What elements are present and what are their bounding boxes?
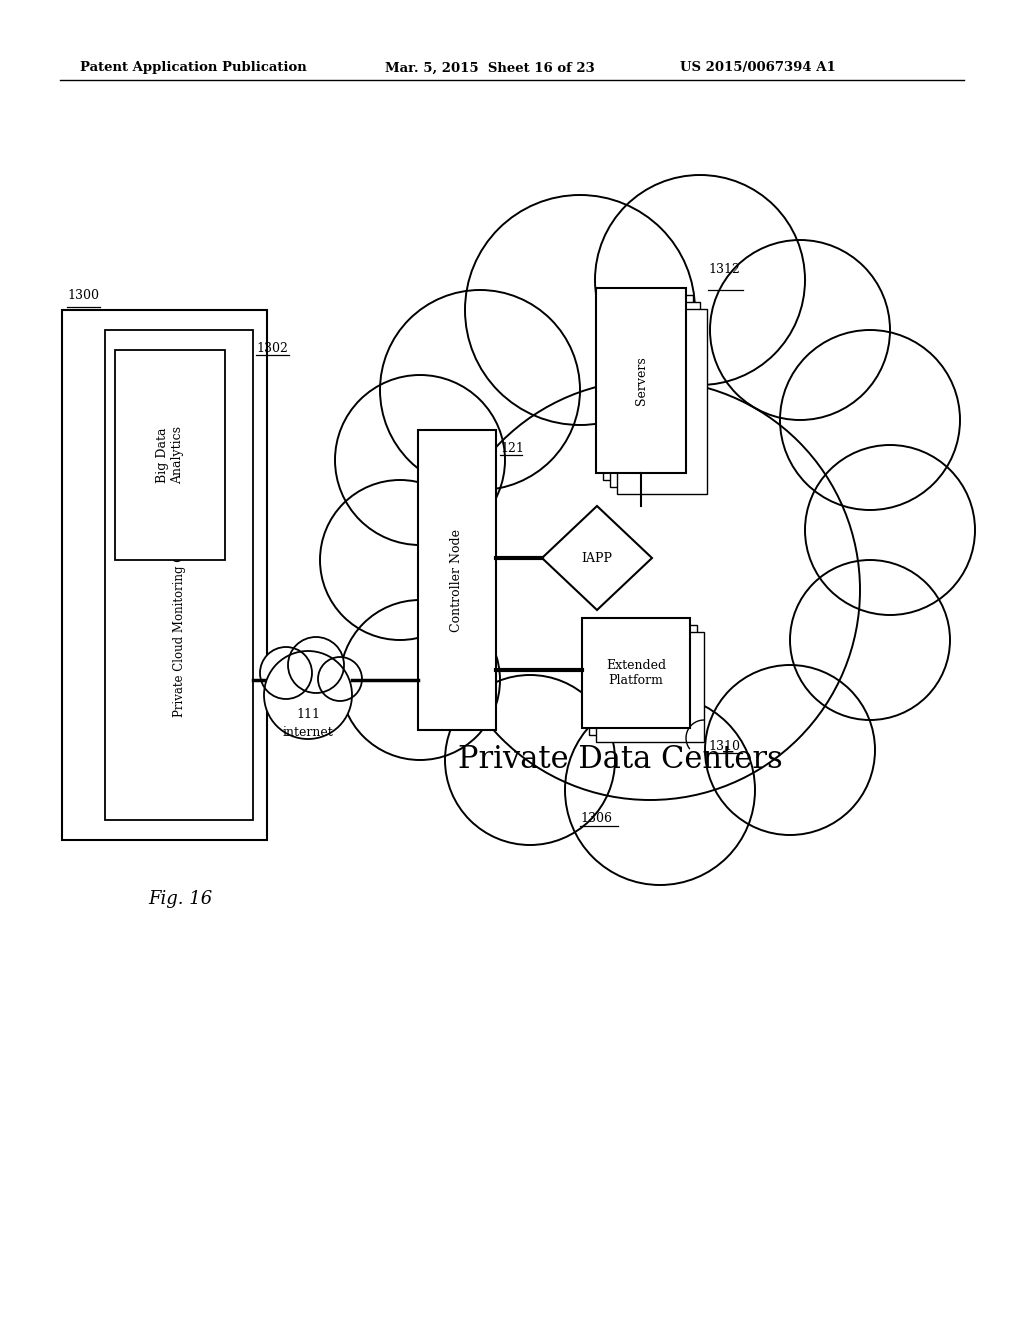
- Text: 121: 121: [500, 442, 524, 455]
- Circle shape: [288, 638, 344, 693]
- Circle shape: [318, 657, 362, 701]
- Circle shape: [445, 675, 615, 845]
- Text: 1312: 1312: [708, 263, 740, 276]
- Text: Management Platforms: Management Platforms: [158, 561, 171, 709]
- Text: 1300: 1300: [67, 289, 99, 302]
- Circle shape: [319, 480, 480, 640]
- Bar: [115, 350, 225, 560]
- Text: US 2015/0067394 A1: US 2015/0067394 A1: [680, 62, 836, 74]
- Bar: [603, 294, 693, 480]
- Text: Big Data
Analytics: Big Data Analytics: [156, 426, 184, 484]
- Text: Fig. 16: Fig. 16: [147, 890, 212, 908]
- Polygon shape: [542, 506, 652, 610]
- Circle shape: [565, 696, 755, 884]
- Circle shape: [805, 445, 975, 615]
- Bar: [105, 330, 253, 820]
- Bar: [596, 632, 705, 742]
- Circle shape: [335, 375, 505, 545]
- Text: IAPP: IAPP: [582, 552, 612, 565]
- Text: Patent Application Publication: Patent Application Publication: [80, 62, 307, 74]
- Bar: [582, 618, 690, 729]
- Bar: [610, 302, 700, 487]
- Text: Mar. 5, 2015  Sheet 16 of 23: Mar. 5, 2015 Sheet 16 of 23: [385, 62, 595, 74]
- Circle shape: [264, 651, 352, 739]
- Text: 1306: 1306: [580, 812, 612, 825]
- Text: Controller Node: Controller Node: [451, 528, 464, 631]
- Text: Private Data Centers: Private Data Centers: [458, 744, 782, 776]
- Circle shape: [790, 560, 950, 719]
- Text: Extended
Platform: Extended Platform: [606, 659, 666, 686]
- Bar: [62, 310, 267, 840]
- Circle shape: [595, 176, 805, 385]
- Circle shape: [705, 665, 874, 836]
- Text: Private Cloud Monitoring Component: Private Cloud Monitoring Component: [172, 494, 185, 717]
- Bar: [617, 309, 707, 494]
- Circle shape: [780, 330, 961, 510]
- Bar: [418, 430, 496, 730]
- Circle shape: [440, 380, 860, 800]
- Circle shape: [710, 240, 890, 420]
- Text: 1310: 1310: [708, 741, 740, 752]
- Circle shape: [260, 647, 312, 700]
- Bar: [596, 288, 686, 473]
- Bar: [589, 624, 697, 735]
- Circle shape: [340, 601, 500, 760]
- Text: Servers: Servers: [635, 356, 647, 405]
- Circle shape: [465, 195, 695, 425]
- Text: 111: 111: [296, 709, 319, 722]
- Text: 1302: 1302: [256, 342, 288, 355]
- Circle shape: [380, 290, 580, 490]
- Text: internet: internet: [283, 726, 334, 739]
